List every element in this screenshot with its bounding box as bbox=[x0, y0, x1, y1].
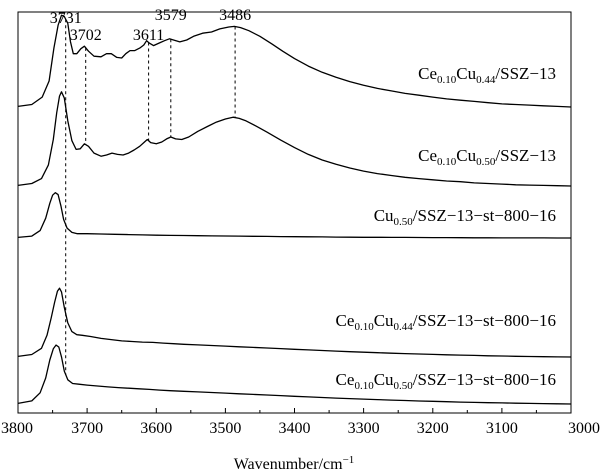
peak-label-3702: 3702 bbox=[70, 27, 102, 44]
spectrum-line-1 bbox=[17, 14, 572, 108]
x-tick-label-3300: 3300 bbox=[348, 420, 380, 437]
spectrum-line-5 bbox=[17, 344, 572, 405]
spectra-series bbox=[17, 14, 572, 405]
peak-label-3579: 3579 bbox=[155, 7, 187, 24]
series-label-2: Ce0.10Cu0.50/SSZ−13 bbox=[418, 146, 556, 168]
x-tick-label-3500: 3500 bbox=[209, 420, 241, 437]
x-tick-label-3000: 3000 bbox=[568, 420, 600, 437]
series-label-4: Ce0.10Cu0.44/SSZ−13−st−800−16 bbox=[336, 311, 556, 333]
peak-label-3486: 3486 bbox=[219, 7, 251, 24]
x-tick-label-3700: 3700 bbox=[71, 420, 103, 437]
x-tick-label-3800: 3800 bbox=[1, 420, 33, 437]
peak-label-3611: 3611 bbox=[133, 27, 164, 44]
spectrum-line-3 bbox=[17, 192, 571, 239]
x-axis-ticks: 3800 3700 3600 3500 3400 3300 3200 3100 3000 bbox=[1, 408, 600, 437]
x-axis-title: Wavenumber/cm−1 bbox=[234, 454, 355, 473]
peak-label-3731: 3731 bbox=[50, 10, 82, 27]
x-tick-label-3200: 3200 bbox=[417, 420, 449, 437]
x-tick-label-3600: 3600 bbox=[140, 420, 172, 437]
spectrum-line-2 bbox=[17, 91, 572, 187]
series-label-5: Ce0.10Cu0.50/SSZ−13−st−800−16 bbox=[336, 370, 556, 392]
series-label-3: Cu0.50/SSZ−13−st−800−16 bbox=[374, 206, 556, 228]
series-label-1: Ce0.10Cu0.44/SSZ−13 bbox=[418, 64, 556, 86]
series-labels: Ce0.10Cu0.44/SSZ−13 Ce0.10Cu0.50/SSZ−13 Cu… bbox=[336, 64, 556, 392]
spectrum-line-4 bbox=[17, 287, 572, 358]
x-tick-label-3100: 3100 bbox=[486, 420, 518, 437]
peak-marker-lines bbox=[65, 19, 236, 375]
x-tick-label-3400: 3400 bbox=[279, 420, 311, 437]
